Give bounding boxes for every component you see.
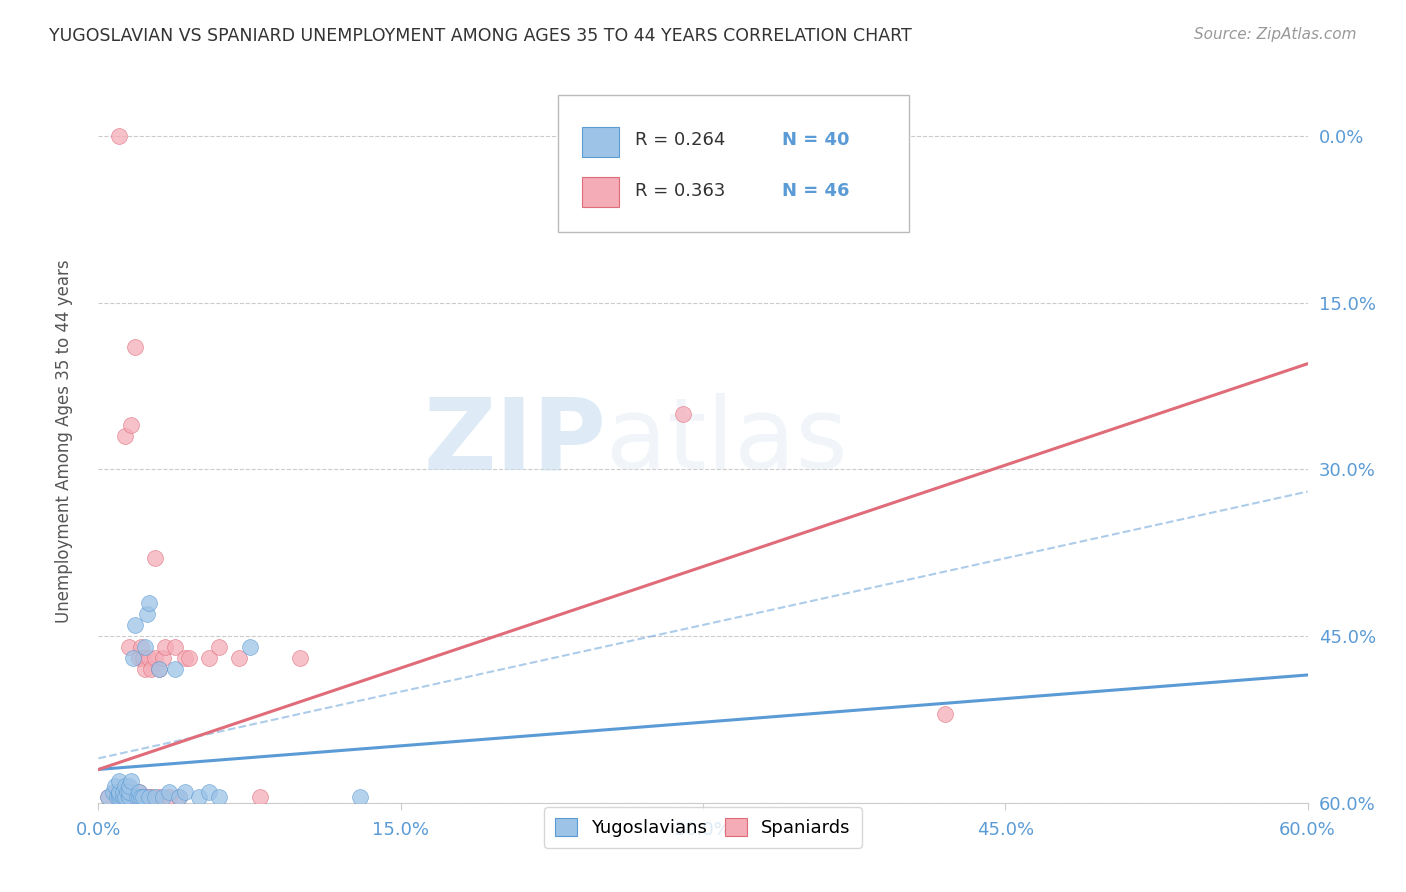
Point xyxy=(107,128,129,143)
Point xyxy=(148,662,170,676)
Point xyxy=(132,790,155,805)
Point xyxy=(111,785,134,799)
Point xyxy=(142,790,165,805)
Point xyxy=(672,407,695,421)
Text: N = 40: N = 40 xyxy=(782,131,849,149)
Point xyxy=(135,607,157,621)
Point xyxy=(174,785,197,799)
Point xyxy=(208,790,231,805)
Point xyxy=(111,785,134,799)
Text: Source: ZipAtlas.com: Source: ZipAtlas.com xyxy=(1194,27,1357,42)
Point xyxy=(118,790,141,805)
Point xyxy=(138,790,160,805)
Point xyxy=(115,785,138,799)
Point xyxy=(120,773,142,788)
Point xyxy=(148,662,170,676)
Point xyxy=(148,790,170,805)
Point xyxy=(179,651,201,665)
Point xyxy=(110,790,132,805)
Point xyxy=(135,790,157,805)
Text: atlas: atlas xyxy=(606,393,848,490)
Point xyxy=(143,790,166,805)
Point xyxy=(134,662,156,676)
Point xyxy=(198,785,221,799)
Point xyxy=(134,790,156,805)
Point xyxy=(111,790,134,805)
Point xyxy=(128,790,150,805)
Y-axis label: Unemployment Among Ages 35 to 44 years: Unemployment Among Ages 35 to 44 years xyxy=(55,260,73,624)
Point xyxy=(128,790,150,805)
Point xyxy=(114,790,136,805)
Point xyxy=(152,651,174,665)
Point xyxy=(152,790,174,805)
Text: ZIP: ZIP xyxy=(423,393,606,490)
Point xyxy=(128,785,150,799)
Text: R = 0.363: R = 0.363 xyxy=(634,182,725,200)
Point xyxy=(138,790,160,805)
Point xyxy=(128,785,150,799)
Point xyxy=(121,651,143,665)
Point xyxy=(198,651,221,665)
Point xyxy=(114,779,136,793)
Point xyxy=(97,790,120,805)
Point xyxy=(167,790,190,805)
Point xyxy=(107,787,129,801)
Point xyxy=(134,640,156,655)
Point xyxy=(228,651,250,665)
Point xyxy=(114,429,136,443)
Point xyxy=(107,773,129,788)
Point xyxy=(115,790,138,805)
Point xyxy=(105,790,128,805)
Point xyxy=(125,790,148,805)
FancyBboxPatch shape xyxy=(558,95,908,232)
Point xyxy=(125,790,148,805)
Point xyxy=(157,790,180,805)
Text: YUGOSLAVIAN VS SPANIARD UNEMPLOYMENT AMONG AGES 35 TO 44 YEARS CORRELATION CHART: YUGOSLAVIAN VS SPANIARD UNEMPLOYMENT AMO… xyxy=(49,27,912,45)
Point xyxy=(139,662,162,676)
Point xyxy=(118,779,141,793)
Point xyxy=(153,640,176,655)
Point xyxy=(103,779,125,793)
Point xyxy=(239,640,262,655)
Point xyxy=(163,640,186,655)
Point xyxy=(174,651,197,665)
Point xyxy=(157,785,180,799)
Point xyxy=(101,785,124,799)
FancyBboxPatch shape xyxy=(582,178,619,208)
Legend: Yugoslavians, Spaniards: Yugoslavians, Spaniards xyxy=(544,807,862,848)
Point xyxy=(138,596,160,610)
Text: N = 46: N = 46 xyxy=(782,182,849,200)
Point xyxy=(129,790,152,805)
Point xyxy=(288,651,311,665)
Point xyxy=(124,340,146,354)
Point xyxy=(120,417,142,432)
Point xyxy=(934,706,956,721)
Point xyxy=(118,790,141,805)
Point xyxy=(128,651,150,665)
Point xyxy=(107,790,129,805)
Point xyxy=(129,640,152,655)
Point xyxy=(118,785,141,799)
Text: R = 0.264: R = 0.264 xyxy=(634,131,725,149)
Point xyxy=(143,551,166,566)
FancyBboxPatch shape xyxy=(582,127,619,157)
Point xyxy=(208,640,231,655)
Point xyxy=(167,790,190,805)
Point xyxy=(249,790,271,805)
Point xyxy=(349,790,371,805)
Point xyxy=(118,785,141,799)
Point xyxy=(132,651,155,665)
Point xyxy=(124,618,146,632)
Point xyxy=(188,790,211,805)
Point xyxy=(163,662,186,676)
Point xyxy=(138,651,160,665)
Point xyxy=(143,651,166,665)
Point xyxy=(132,790,155,805)
Point xyxy=(103,785,125,799)
Point xyxy=(118,640,141,655)
Point xyxy=(105,790,128,805)
Point xyxy=(121,790,143,805)
Point xyxy=(107,785,129,799)
Point xyxy=(97,790,120,805)
